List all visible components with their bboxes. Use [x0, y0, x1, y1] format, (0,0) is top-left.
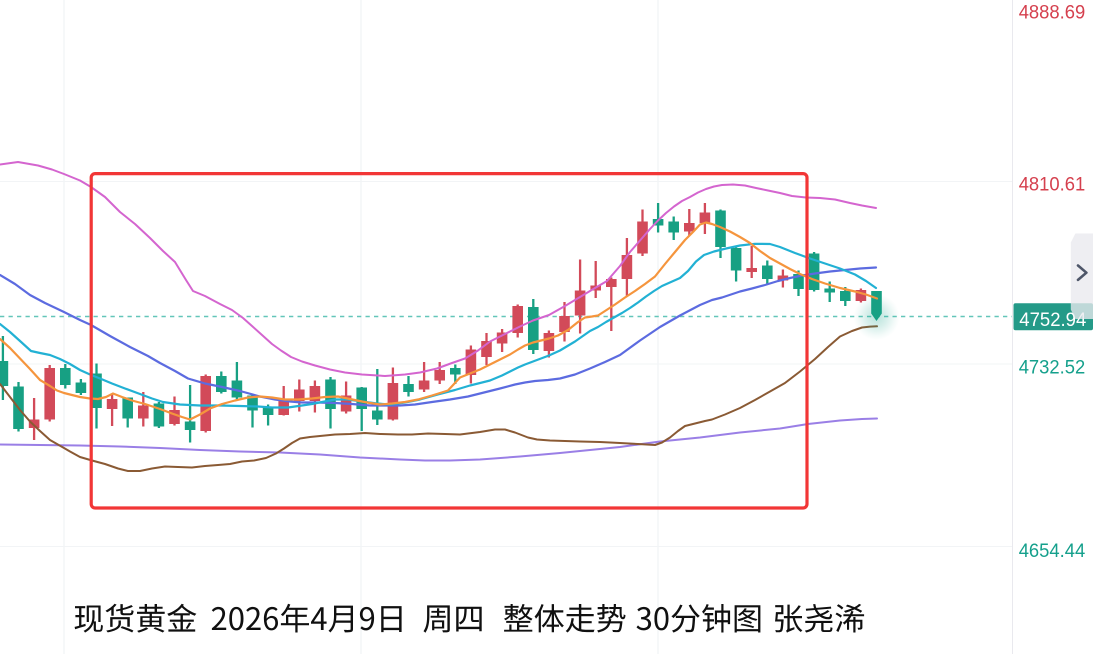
svg-text:4654.44: 4654.44: [1019, 541, 1086, 562]
svg-text:4732.52: 4732.52: [1019, 358, 1085, 379]
svg-text:4810.61: 4810.61: [1019, 175, 1085, 196]
svg-text:4888.69: 4888.69: [1019, 2, 1085, 23]
